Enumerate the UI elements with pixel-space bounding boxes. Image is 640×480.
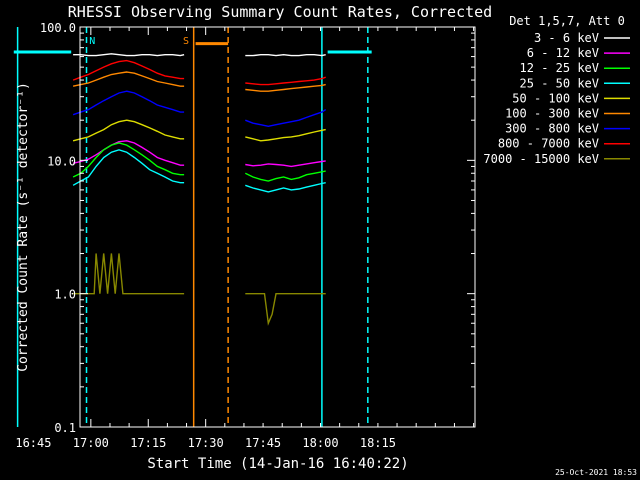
series-line-7-seg-0: [72, 59, 185, 81]
x-tick-label: 17:15: [130, 436, 166, 450]
legend-header: Det 1,5,7, Att 0: [509, 14, 625, 28]
x-tick-label: 18:15: [360, 436, 396, 450]
legend-label: 800 - 7000 keV: [498, 137, 599, 151]
y-tick-label: 10.0: [47, 154, 76, 168]
legend-label: 7000 - 15000 keV: [483, 152, 599, 166]
series-line-4-seg-0: [72, 119, 185, 142]
chart-title: RHESSI Observing Summary Count Rates, Co…: [68, 3, 492, 21]
y-axis-label: Corrected Count Rate (s⁻¹ detector⁻¹): [16, 82, 31, 372]
series-line-3-seg-1: [245, 182, 326, 193]
plot-frame: [79, 26, 476, 428]
series-line-8-seg-0: [73, 253, 185, 295]
series-line-3-seg-0: [72, 149, 185, 186]
level-bars: [13, 42, 372, 54]
legend-label: 12 - 25 keV: [520, 61, 599, 75]
series-lines: [72, 53, 327, 326]
legend-label: 100 - 300 keV: [505, 107, 599, 121]
x-tick-label: 17:30: [188, 436, 224, 450]
legend-label: 6 - 12 keV: [527, 46, 599, 60]
legend-label: 50 - 100 keV: [512, 91, 599, 105]
timestamp: 25-Oct-2021 18:53: [555, 468, 637, 477]
series-line-4-seg-1: [245, 128, 326, 142]
series-line-8-seg-1: [245, 293, 326, 326]
series-line-6-seg-0: [72, 90, 185, 116]
y-tick-label: 1.0: [54, 288, 76, 302]
series-line-0-seg-0: [73, 53, 185, 57]
x-axis-label: Start Time (14-Jan-16 16:40:22): [147, 456, 408, 472]
y-axis: 0.1 1.0 10.0 100.0: [40, 21, 475, 435]
series-line-5-seg-1: [245, 83, 326, 92]
legend-label: 300 - 800 keV: [505, 122, 599, 136]
y-tick-label: 0.1: [54, 421, 76, 435]
series-line-5-seg-0: [72, 71, 185, 87]
series-line-2-seg-0: [72, 142, 185, 178]
series-line-6-seg-1: [245, 109, 327, 128]
series-line-0-seg-1: [245, 53, 326, 57]
series-line-2-seg-1: [244, 170, 326, 182]
marker-label-1: S: [183, 36, 189, 47]
legend-label: 3 - 6 keV: [534, 31, 599, 45]
y-tick-label: 100.0: [40, 21, 76, 35]
x-axis: 16:45 17:00 17:15 17:30 17:45 18:00 18:15: [15, 27, 475, 450]
x-tick-label: 17:45: [245, 436, 281, 450]
x-tick-label: 18:00: [302, 436, 338, 450]
marker-label-0: N: [89, 36, 95, 47]
x-tick-label: 17:00: [73, 436, 109, 450]
legend-label: 25 - 50 keV: [520, 76, 599, 90]
series-line-1-seg-1: [245, 160, 326, 168]
series-line-7-seg-1: [245, 76, 326, 86]
x-tick-label: 16:45: [15, 436, 51, 450]
series-line-1-seg-0: [72, 140, 185, 166]
